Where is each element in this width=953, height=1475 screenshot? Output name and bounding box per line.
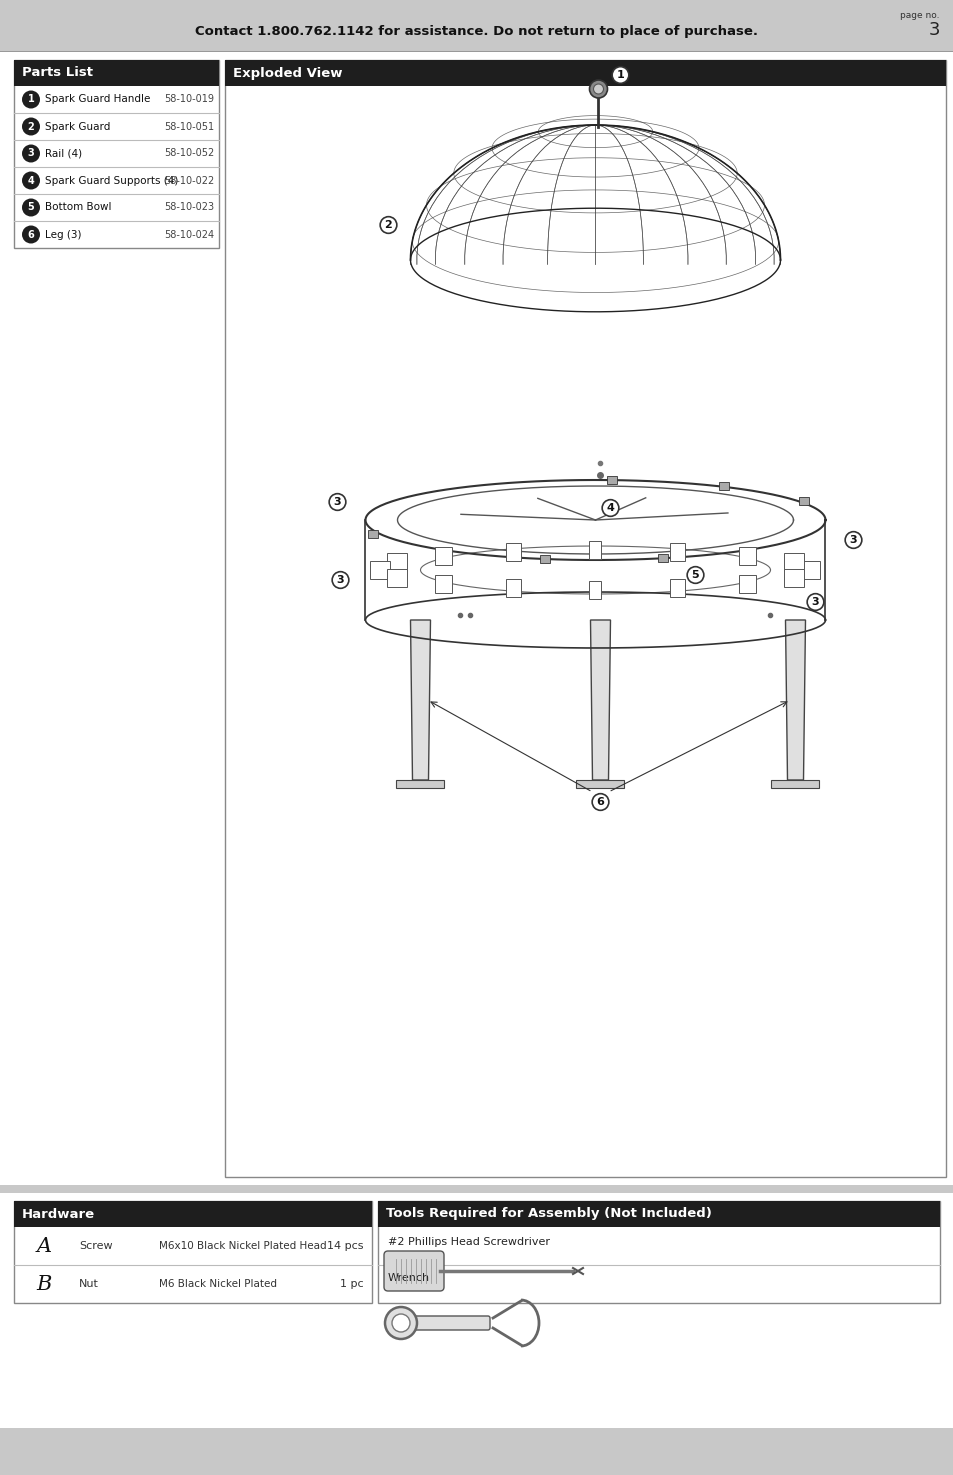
Text: Nut: Nut [79, 1279, 99, 1289]
Text: Exploded View: Exploded View [233, 66, 342, 80]
FancyBboxPatch shape [384, 1251, 443, 1291]
Text: 3: 3 [334, 497, 341, 507]
Bar [589, 581, 601, 599]
Text: Tools Required for Assembly (Not Included): Tools Required for Assembly (Not Include… [386, 1208, 711, 1220]
Text: 58-10-019: 58-10-019 [164, 94, 213, 105]
Text: page no.: page no. [900, 12, 939, 21]
Text: 1: 1 [616, 69, 623, 80]
Circle shape [22, 145, 40, 162]
Circle shape [22, 199, 40, 217]
Text: Contact 1.800.762.1142 for assistance. Do not return to place of purchase.: Contact 1.800.762.1142 for assistance. D… [195, 25, 758, 38]
Bar [799, 497, 808, 504]
Bar [738, 575, 756, 593]
Text: 14 pcs: 14 pcs [327, 1240, 364, 1251]
Bar [670, 580, 684, 597]
Text: 1 pc: 1 pc [340, 1279, 364, 1289]
Bar [435, 575, 452, 593]
Text: B: B [36, 1274, 51, 1294]
Circle shape [392, 1314, 410, 1332]
Text: 2: 2 [28, 121, 34, 131]
Polygon shape [590, 620, 610, 780]
Text: Spark Guard: Spark Guard [45, 121, 111, 131]
Bar [387, 553, 406, 571]
Text: 2: 2 [384, 220, 392, 230]
Text: Spark Guard Handle: Spark Guard Handle [45, 94, 151, 105]
Text: 58-10-024: 58-10-024 [164, 230, 213, 239]
Bar [0, 0, 953, 52]
Bar [0, 52, 953, 1184]
Bar [14, 1201, 372, 1227]
Text: 3: 3 [849, 535, 857, 544]
Text: 4: 4 [28, 176, 34, 186]
Circle shape [22, 118, 40, 136]
Text: 3: 3 [336, 575, 344, 586]
Bar [783, 569, 803, 587]
Bar [670, 543, 684, 560]
Text: Screw: Screw [79, 1240, 112, 1251]
Text: 6: 6 [596, 796, 604, 807]
Bar [0, 1193, 953, 1428]
Bar [658, 555, 667, 562]
Text: 3: 3 [927, 21, 939, 38]
Text: Wrench: Wrench [388, 1273, 430, 1283]
Bar [14, 60, 219, 248]
Bar [396, 780, 444, 788]
Text: Spark Guard Supports (4): Spark Guard Supports (4) [45, 176, 178, 186]
Bar [435, 547, 452, 565]
Polygon shape [410, 620, 430, 780]
Bar [719, 482, 728, 490]
FancyBboxPatch shape [400, 1316, 490, 1330]
Text: 58-10-022: 58-10-022 [164, 176, 213, 186]
Bar [377, 1201, 939, 1302]
Text: M6 Black Nickel Plated: M6 Black Nickel Plated [159, 1279, 276, 1289]
Text: Bottom Bowl: Bottom Bowl [45, 202, 112, 212]
Text: 6: 6 [28, 230, 34, 239]
Circle shape [589, 80, 607, 97]
Text: 5: 5 [691, 569, 699, 580]
Bar [225, 60, 945, 86]
Polygon shape [784, 620, 804, 780]
Text: 3: 3 [28, 149, 34, 158]
Text: #2 Phillips Head Screwdriver: #2 Phillips Head Screwdriver [388, 1238, 550, 1246]
Bar [387, 569, 406, 587]
Text: 1: 1 [28, 94, 34, 105]
Circle shape [22, 90, 40, 109]
Text: A: A [36, 1236, 51, 1255]
Text: 5: 5 [28, 202, 34, 212]
Circle shape [593, 84, 603, 94]
Text: 58-10-051: 58-10-051 [164, 121, 213, 131]
Bar [576, 780, 624, 788]
Bar [539, 555, 550, 563]
Bar [367, 530, 377, 538]
Bar [14, 1201, 372, 1302]
Text: 58-10-052: 58-10-052 [164, 149, 213, 158]
Text: 58-10-023: 58-10-023 [164, 202, 213, 212]
Bar [377, 1201, 939, 1227]
Circle shape [22, 226, 40, 243]
Text: Rail (4): Rail (4) [45, 149, 82, 158]
Circle shape [22, 171, 40, 189]
Bar [771, 780, 819, 788]
Text: Parts List: Parts List [22, 66, 92, 80]
Bar [800, 560, 820, 580]
Bar [783, 553, 803, 571]
Bar [14, 60, 219, 86]
Text: Hardware: Hardware [22, 1208, 95, 1220]
Bar [225, 60, 945, 1177]
Bar [589, 541, 601, 559]
Bar [738, 547, 756, 565]
Bar [505, 543, 520, 560]
Text: Leg (3): Leg (3) [45, 230, 81, 239]
Bar [505, 580, 520, 597]
Text: M6x10 Black Nickel Plated Head: M6x10 Black Nickel Plated Head [159, 1240, 326, 1251]
Bar [607, 476, 617, 484]
Circle shape [385, 1307, 416, 1339]
Bar [370, 560, 390, 580]
Text: 3: 3 [811, 597, 819, 608]
Text: 4: 4 [606, 503, 614, 513]
